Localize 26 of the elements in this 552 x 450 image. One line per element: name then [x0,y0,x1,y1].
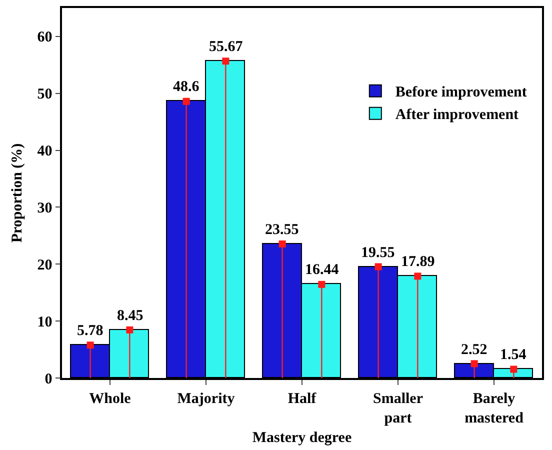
x-tick-label: Smaller part [373,390,424,426]
data-label: 5.78 [77,323,104,339]
data-label: 48.6 [173,79,200,95]
data-label: 17.89 [401,254,435,270]
data-label: 23.55 [265,222,299,238]
data-label: 2.52 [461,342,488,358]
data-label: 1.54 [500,347,527,363]
y-axis-title: Proportion (%) [10,143,26,243]
y-tick-label: 10 [37,314,52,330]
y-tick-label: 30 [37,200,52,216]
y-tick-label: 20 [37,257,52,274]
x-tick-label: Majority [177,390,236,407]
y-tick-label: 50 [37,86,52,103]
y-tick-label: 60 [37,30,52,46]
legend-label: After improvement [395,107,519,124]
x-tick-label: Barely mastered [464,390,524,426]
data-label: 8.45 [117,308,144,324]
data-label: 55.67 [209,39,244,55]
data-label: 16.44 [305,262,340,278]
legend-label: Before improvement [395,84,527,101]
x-tick-label: Half [288,390,318,407]
x-tick-label: Whole [89,390,132,407]
x-axis-title: Mastery degree [252,430,352,446]
y-tick-label: 40 [37,144,52,160]
data-label: 19.55 [361,245,395,261]
y-tick-label: 0 [44,371,52,388]
